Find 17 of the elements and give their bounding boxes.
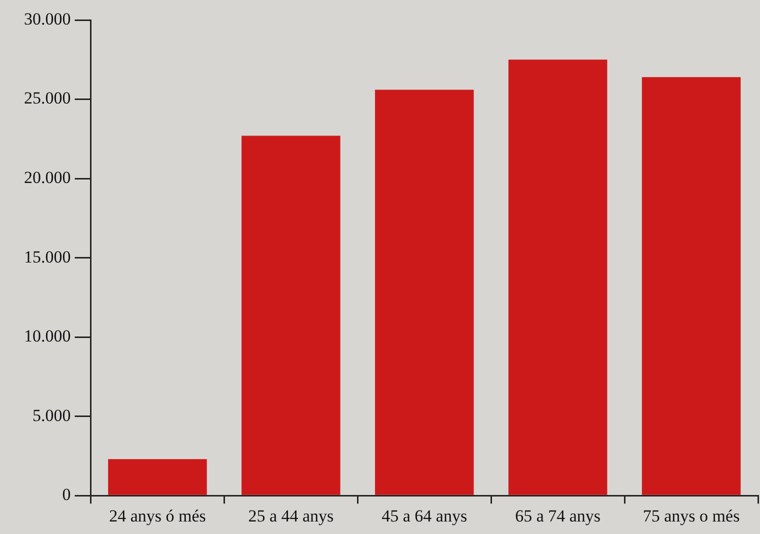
y-tick-label: 10.000 <box>24 326 71 346</box>
x-tick-label: 65 a 74 anys <box>515 506 601 526</box>
x-tick-label: 25 a 44 anys <box>248 506 334 526</box>
y-tick-label: 0 <box>62 485 71 504</box>
bar <box>642 77 741 495</box>
bar <box>108 459 207 495</box>
bar <box>242 136 340 495</box>
y-tick-label: 15.000 <box>24 247 71 266</box>
y-tick-label: 30.000 <box>24 9 71 28</box>
x-tick-label: 75 anys o més <box>642 506 740 526</box>
bar <box>508 60 608 495</box>
bar <box>375 90 474 495</box>
y-tick-label: 25.000 <box>24 88 71 108</box>
x-tick-label: 24 anys ó més <box>109 506 206 526</box>
y-tick-label: 20.000 <box>24 168 71 187</box>
y-tick-label: 5.000 <box>32 406 71 425</box>
x-tick-label: 45 a 64 anys <box>382 506 468 526</box>
